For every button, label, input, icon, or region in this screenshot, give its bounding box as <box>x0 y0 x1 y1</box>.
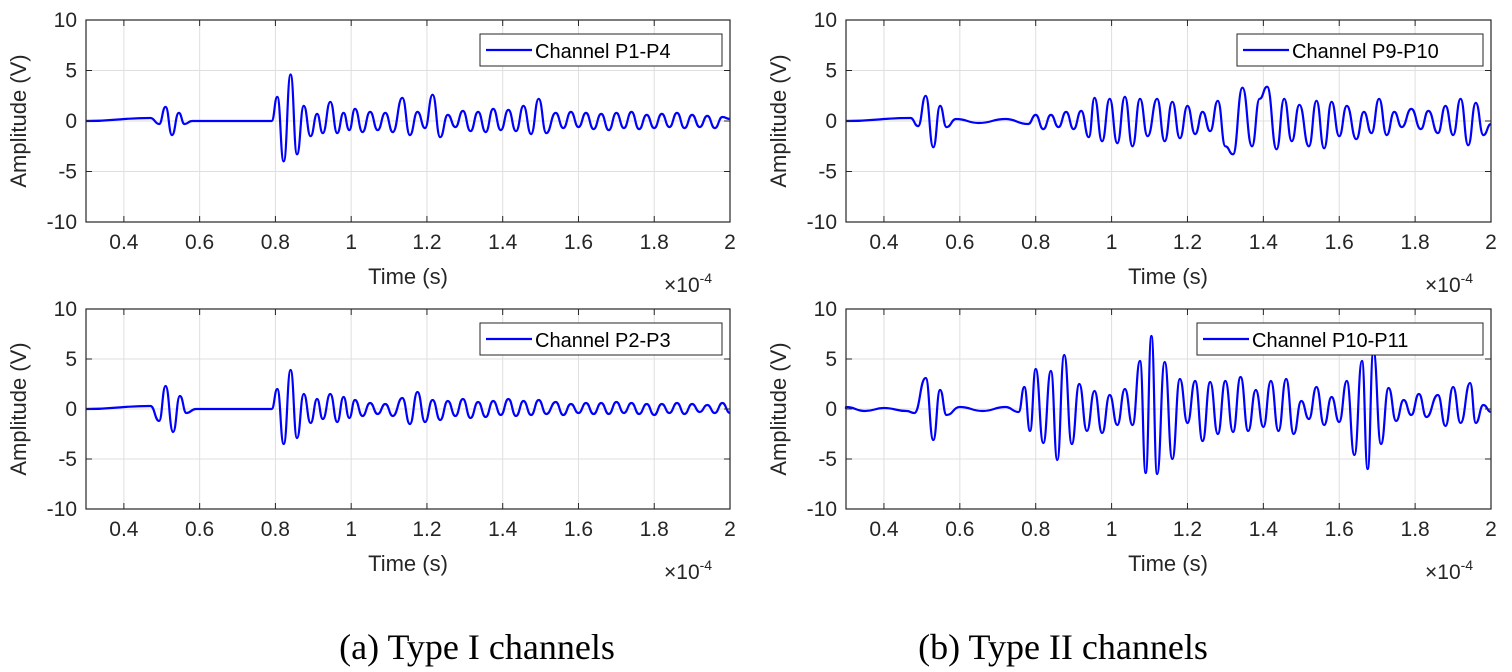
y-tick-label: 5 <box>65 60 77 83</box>
chart-panel-top-right: 0.4 0.6 0.8 1 1.2 1.4 1.6 1.8 2 10 5 0 -5 -10 Time (s)… <box>766 9 1497 297</box>
x-axis-label: Time (s) <box>368 264 448 289</box>
y-tick-label: -5 <box>818 448 837 471</box>
x-tick-label: 0.8 <box>261 231 290 254</box>
x-tick-label: 1 <box>1106 231 1118 254</box>
x-tick-label: 0.4 <box>869 518 899 541</box>
legend-label: Channel P10-P11 <box>1252 330 1408 352</box>
x-tick-label: 0.8 <box>1021 518 1050 541</box>
y-tick-label: 0 <box>65 110 77 133</box>
caption-type-two: (b) Type II channels <box>918 627 1208 667</box>
y-tick-label: 0 <box>825 398 837 421</box>
y-tick-label: -5 <box>58 448 77 471</box>
y-tick-label: -10 <box>807 211 837 234</box>
x-tick-label: 1.8 <box>640 518 669 541</box>
y-tick-label: 10 <box>54 9 77 32</box>
y-axis-label: Amplitude (V) <box>6 54 31 187</box>
legend-label: Channel P1-P4 <box>535 41 671 63</box>
legend: Channel P2-P3 <box>479 322 723 356</box>
y-axis-label: Amplitude (V) <box>766 54 791 187</box>
x-tick-label: 1 <box>345 231 357 254</box>
signal-series-line <box>844 334 1492 476</box>
x-exponent-label: ×10-4 <box>664 557 712 584</box>
legend-label: Channel P2-P3 <box>535 330 671 352</box>
x-tick-label: 1.2 <box>412 518 441 541</box>
x-exponent-power: -4 <box>1461 557 1474 573</box>
x-tick-label: 0.8 <box>1021 231 1050 254</box>
y-tick-label: 5 <box>825 60 837 83</box>
x-tick-label: 0.6 <box>945 518 974 541</box>
y-axis-label: Amplitude (V) <box>766 342 791 475</box>
y-tick-label: 5 <box>65 348 77 371</box>
x-tick-label: 0.4 <box>109 231 139 254</box>
chart-panel-bottom-right: 0.4 0.6 0.8 1 1.2 1.4 1.6 1.8 2 10 5 0 -5 -10 Time (s)… <box>766 298 1497 584</box>
x-tick-label: 2 <box>724 518 736 541</box>
y-tick-label: 10 <box>814 298 837 321</box>
x-axis-label: Time (s) <box>368 551 448 576</box>
x-tick-label: 1.4 <box>1249 231 1279 254</box>
y-tick-label: -10 <box>807 498 837 521</box>
x-tick-label: 1 <box>1106 518 1118 541</box>
legend: Channel P10-P11 <box>1196 322 1484 356</box>
x-tick-label: 1.8 <box>640 231 669 254</box>
y-tick-label: -5 <box>58 161 77 184</box>
y-tick-label: 5 <box>825 348 837 371</box>
y-tick-label: -10 <box>47 498 77 521</box>
y-tick-label: 0 <box>65 398 77 421</box>
x-tick-label: 2 <box>1485 231 1497 254</box>
chart-panel-bottom-left: 0.4 0.6 0.8 1 1.2 1.4 1.6 1.8 2 10 5 0 -5 -10 Time (s)… <box>6 298 736 584</box>
x-tick-label: 1.4 <box>488 518 518 541</box>
x-tick-label: 2 <box>724 231 736 254</box>
signal-series-line <box>845 85 1492 156</box>
x-tick-label: 0.8 <box>261 518 290 541</box>
x-tick-label: 0.6 <box>185 231 214 254</box>
y-tick-label: -10 <box>47 211 77 234</box>
signal-series-line <box>85 368 731 446</box>
x-exponent-base: ×10 <box>664 274 700 297</box>
legend: Channel P1-P4 <box>479 33 723 67</box>
x-tick-label: 1.6 <box>564 231 593 254</box>
x-tick-label: 0.4 <box>109 518 139 541</box>
x-tick-label: 1.2 <box>1173 231 1202 254</box>
caption-type-one: (a) Type I channels <box>339 627 615 667</box>
y-axis-label: Amplitude (V) <box>6 342 31 475</box>
x-exponent-label: ×10-4 <box>1425 270 1473 297</box>
x-tick-label: 1.2 <box>412 231 441 254</box>
x-exponent-label: ×10-4 <box>1425 557 1473 584</box>
x-exponent-base: ×10 <box>664 561 700 584</box>
x-tick-label: 1.2 <box>1173 518 1202 541</box>
legend-label: Channel P9-P10 <box>1292 41 1439 63</box>
x-tick-label: 1.4 <box>1249 518 1279 541</box>
x-tick-label: 0.6 <box>185 518 214 541</box>
x-exponent-power: -4 <box>700 270 713 286</box>
x-tick-label: 1.8 <box>1401 231 1430 254</box>
y-tick-label: -5 <box>818 161 837 184</box>
x-tick-label: 1.8 <box>1401 518 1430 541</box>
x-tick-label: 1.6 <box>564 518 593 541</box>
y-tick-label: 0 <box>825 110 837 133</box>
x-tick-label: 2 <box>1485 518 1497 541</box>
x-exponent-label: ×10-4 <box>664 270 712 297</box>
x-exponent-base: ×10 <box>1425 561 1461 584</box>
x-axis-label: Time (s) <box>1128 551 1208 576</box>
x-axis-label: Time (s) <box>1128 264 1208 289</box>
x-tick-label: 0.6 <box>945 231 974 254</box>
x-tick-label: 1.6 <box>1325 518 1354 541</box>
signal-series-line <box>85 73 731 163</box>
x-exponent-power: -4 <box>1461 270 1474 286</box>
x-exponent-power: -4 <box>700 557 713 573</box>
y-tick-label: 10 <box>814 9 837 32</box>
x-exponent-base: ×10 <box>1425 274 1461 297</box>
legend: Channel P9-P10 <box>1236 33 1484 67</box>
y-tick-label: 10 <box>54 298 77 321</box>
x-tick-label: 1 <box>345 518 357 541</box>
chart-panel-top-left: 0.4 0.6 0.8 1 1.2 1.4 1.6 1.8 2 10 5 0 -5 -10 Time (s)… <box>6 9 736 297</box>
x-tick-label: 1.6 <box>1325 231 1354 254</box>
x-tick-label: 0.4 <box>869 231 899 254</box>
x-tick-label: 1.4 <box>488 231 518 254</box>
